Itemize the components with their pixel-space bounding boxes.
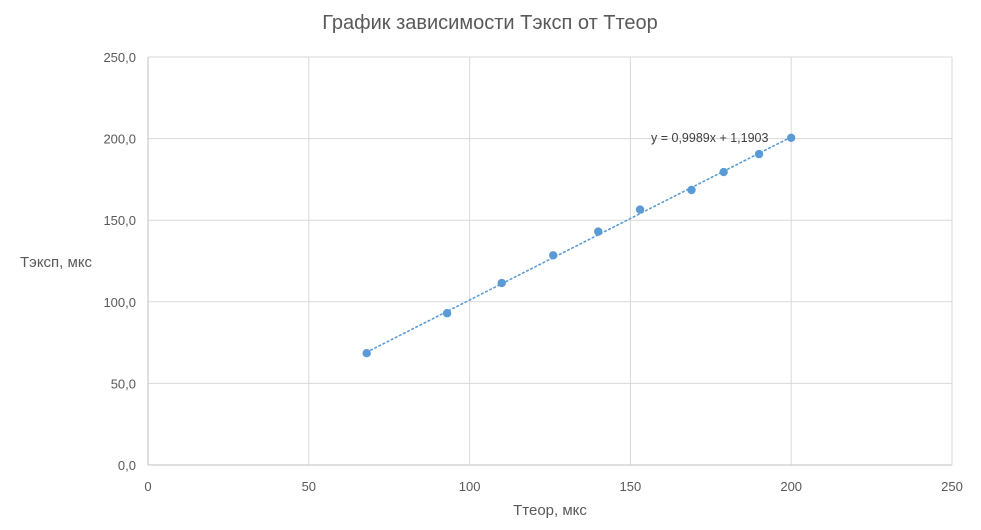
y-tick-label: 150,0	[103, 213, 136, 228]
trendline-layer	[365, 136, 793, 354]
gridlines	[148, 56, 953, 465]
data-point	[787, 133, 796, 142]
data-point	[754, 149, 764, 159]
y-tick-label: 100,0	[103, 295, 136, 310]
data-point	[549, 251, 558, 260]
x-tick-label: 200	[780, 479, 802, 494]
trendline	[365, 136, 793, 354]
trendline-equation: y = 0,9989x + 1,1903	[651, 131, 769, 145]
x-tick-label: 100	[459, 479, 481, 494]
x-tick-label: 250	[941, 479, 963, 494]
data-point	[497, 278, 506, 288]
data-point	[719, 167, 728, 177]
y-tick-label: 50,0	[111, 376, 136, 391]
tick-labels: 0 50 100 150 200 250 0,0 50,0 100,0 150,0 200,0 250…	[103, 50, 962, 494]
x-tick-label: 150	[620, 479, 642, 494]
y-tick-label: 250,0	[103, 50, 136, 65]
data-point	[687, 185, 696, 195]
x-axis-label: Ттеор, мкс	[513, 502, 587, 519]
y-axis-label: Тэксп, мкс	[20, 254, 93, 271]
data-point	[362, 349, 371, 358]
y-tick-label: 200,0	[103, 132, 136, 147]
data-point	[635, 205, 645, 214]
axes	[147, 57, 952, 466]
x-tick-label: 0	[144, 479, 151, 494]
x-tick-label: 50	[302, 479, 316, 494]
chart-title: График зависимости Тэксп от Ттеор	[322, 12, 658, 34]
data-point	[594, 227, 603, 236]
data-points	[362, 133, 796, 358]
data-point	[442, 309, 452, 318]
y-tick-label: 0,0	[118, 458, 136, 473]
